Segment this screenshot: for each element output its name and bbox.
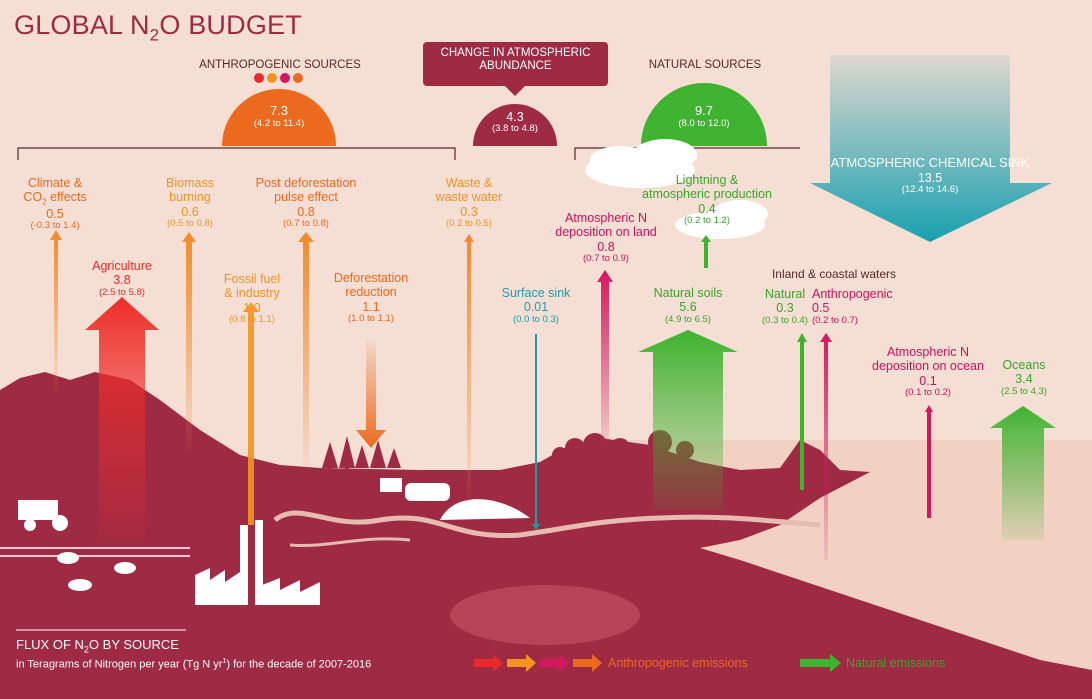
marsh-pond <box>450 585 640 645</box>
climate-flux: Climate & CO2 effects 0.5 (-0.3 to 1.4) <box>23 176 87 232</box>
chemical-sink-total: ATMOSPHERIC CHEMICAL SINK 13.5 (12.4 to … <box>830 155 1030 196</box>
change-callout-pointer <box>505 86 525 96</box>
anthropogenic-header: ANTHROPOGENIC SOURCES <box>199 59 361 71</box>
postdef-flux: Post deforestation pulse effect 0.8 (0.7… <box>255 176 357 230</box>
depocean-flux: Atmospheric N deposition on ocean 0.1 (0… <box>872 345 984 399</box>
surface-sink-flux: Surface sink 0.01 (0.0 to 0.3) <box>501 286 571 325</box>
postdef-arrow <box>298 232 314 470</box>
page-title: GLOBAL N2O BUDGET <box>14 10 302 45</box>
lightning-arrow <box>701 235 711 268</box>
change-total: 4.3 (3.8 to 4.8) <box>492 110 538 135</box>
legend-anthropogenic-arrows <box>474 654 602 672</box>
inland-anthropogenic-flux: Anthropogenic 0.5 (0.2 to 0.7) <box>812 287 893 326</box>
natural-bracket <box>574 147 800 160</box>
natural-dome <box>641 83 767 146</box>
inland-anthropogenic-arrow <box>820 333 832 560</box>
natural-total: 9.7 (8.0 to 12.0) <box>678 103 730 129</box>
anthropogenic-dots <box>254 73 303 83</box>
footer-title: FLUX OF N2O BY SOURCE <box>16 637 179 655</box>
anthropogenic-bracket <box>17 147 456 160</box>
river <box>273 510 821 539</box>
landscape <box>0 372 1092 699</box>
agriculture-arrow <box>85 297 159 540</box>
agriculture-flux: Agriculture 3.8 (2.5 to 5.8) <box>92 259 152 298</box>
fossil-flux: Fossil fuel & industry 1.0 (0.8 to 1.1) <box>223 272 281 326</box>
anthropogenic-total: 7.3 (4.2 to 11.4) <box>253 103 305 129</box>
soils-arrow <box>638 330 738 510</box>
waste-arrow <box>464 234 474 498</box>
climate-arrow <box>50 230 62 390</box>
depland-flux: Atmospheric N deposition on land 0.8 (0.… <box>555 211 657 265</box>
waste-flux: Waste & waste water 0.3 (0.2 to 0.5) <box>435 176 503 230</box>
fossil-arrow <box>243 302 259 525</box>
change-callout-box <box>423 42 608 86</box>
change-header: CHANGE IN ATMOSPHERIC ABUNDANCE <box>440 47 591 73</box>
lightning-flux: Lightning & atmospheric production 0.4 (… <box>642 173 772 227</box>
change-dome <box>473 104 557 146</box>
oceans-flux: Oceans 3.4 (2.5 to 4.3) <box>1001 358 1047 397</box>
clouds <box>585 139 768 239</box>
surface-sink-arrow <box>532 334 540 530</box>
depland-arrow <box>597 270 613 445</box>
river-shore <box>289 537 411 547</box>
inland-natural-flux: Natural 0.3 (0.3 to 0.4) <box>762 287 808 326</box>
legend-natural-arrow <box>800 654 841 672</box>
legend-natural-label: Natural emissions <box>846 656 946 670</box>
natural-header: NATURAL SOURCES <box>648 59 762 71</box>
depocean-arrow <box>925 405 933 518</box>
fence <box>0 547 190 557</box>
defred-arrow <box>356 340 386 448</box>
inland-header: Inland & coastal waters <box>771 267 897 281</box>
oceans-arrow <box>990 406 1056 540</box>
biomass-flux: Biomass burning 0.6 (0.5 to 0.8) <box>166 176 214 230</box>
water-treatment <box>380 478 530 520</box>
chemical-sink-arrow <box>810 55 1052 242</box>
anthropogenic-dome <box>222 89 336 146</box>
farm-animals <box>18 500 136 591</box>
inland-natural-arrow <box>797 333 807 490</box>
factory <box>195 520 320 605</box>
soils-flux: Natural soils 5.6 (4.9 to 6.5) <box>653 286 723 325</box>
biomass-arrow <box>182 232 196 450</box>
footer-units: in Teragrams of Nitrogen per year (Tg N … <box>16 658 372 671</box>
legend-anthropogenic-label: Anthropogenic emissions <box>608 656 748 670</box>
defred-flux: Deforestation reduction 1.1 (1.0 to 1.1) <box>333 271 409 325</box>
